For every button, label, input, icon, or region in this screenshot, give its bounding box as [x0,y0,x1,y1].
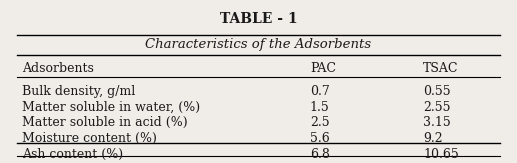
Text: Moisture content (%): Moisture content (%) [22,132,157,145]
Text: 3.15: 3.15 [423,116,451,129]
Text: Characteristics of the Adsorbents: Characteristics of the Adsorbents [145,38,372,51]
Text: 1.5: 1.5 [310,101,330,114]
Text: 2.55: 2.55 [423,101,450,114]
Text: 10.65: 10.65 [423,148,459,161]
Text: Ash content (%): Ash content (%) [22,148,123,161]
Text: TSAC: TSAC [423,62,459,75]
Text: 2.5: 2.5 [310,116,329,129]
Text: 6.8: 6.8 [310,148,330,161]
Text: 0.7: 0.7 [310,85,330,98]
Text: PAC: PAC [310,62,336,75]
Text: Bulk density, g/ml: Bulk density, g/ml [22,85,135,98]
Text: Matter soluble in acid (%): Matter soluble in acid (%) [22,116,188,129]
Text: 9.2: 9.2 [423,132,443,145]
Text: Adsorbents: Adsorbents [22,62,94,75]
Text: 0.55: 0.55 [423,85,451,98]
Text: Matter soluble in water, (%): Matter soluble in water, (%) [22,101,200,114]
Text: 5.6: 5.6 [310,132,330,145]
Text: TABLE - 1: TABLE - 1 [220,12,297,26]
